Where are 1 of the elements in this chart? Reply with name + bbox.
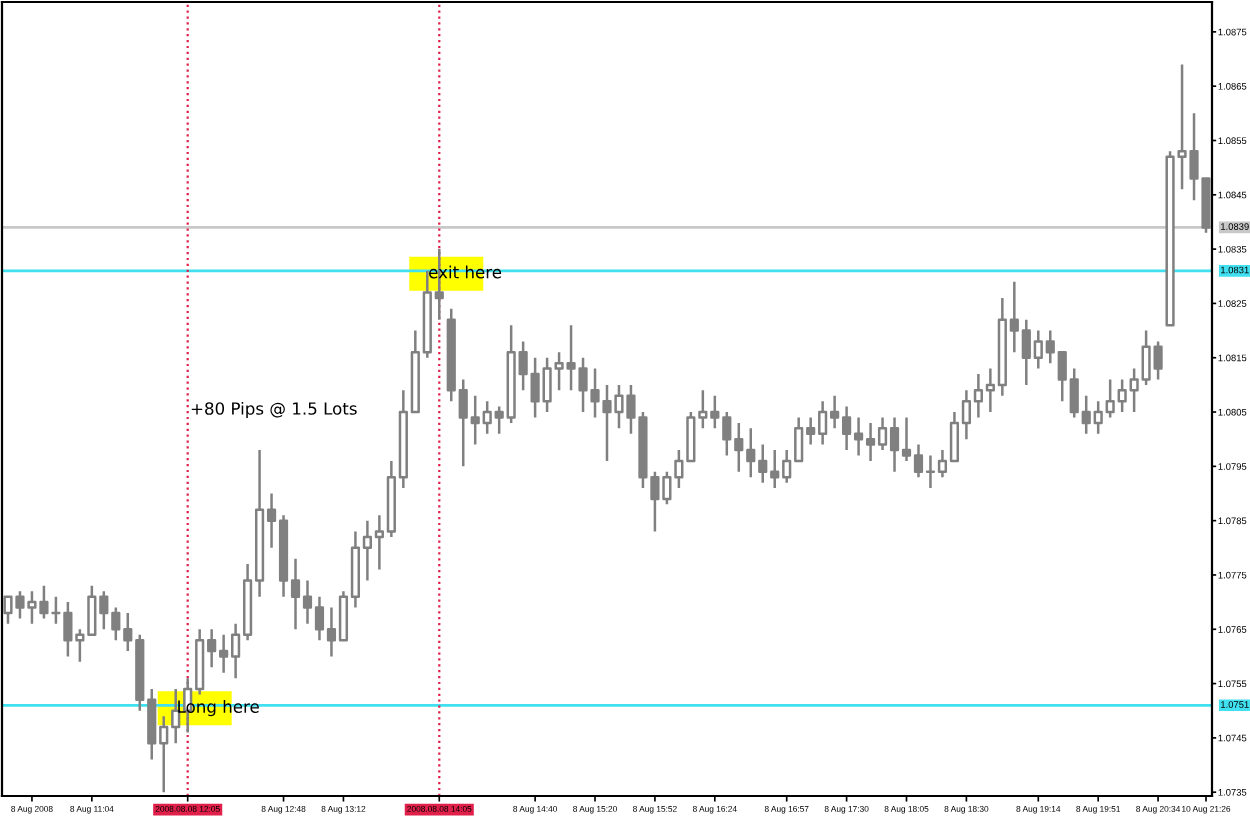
annotation: +80 Pips @ 1.5 Lots	[191, 401, 357, 419]
